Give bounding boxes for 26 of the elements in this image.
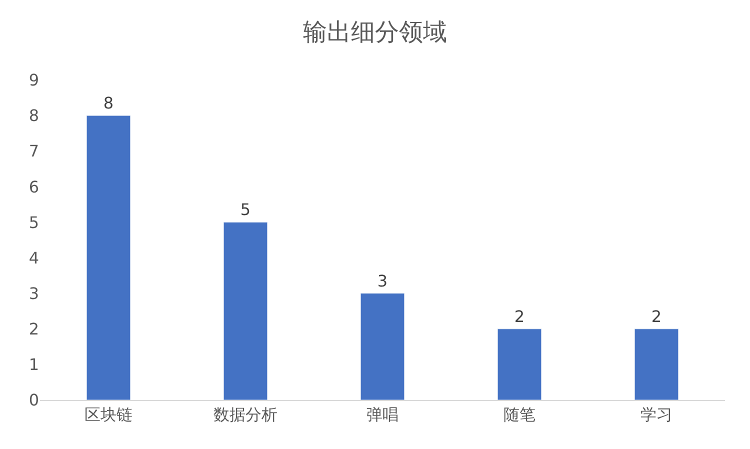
y-tick-label: 2 — [28, 319, 39, 338]
bar — [86, 115, 131, 400]
bar — [634, 328, 679, 400]
chart-title: 输出细分领域 — [303, 18, 447, 46]
y-tick-label: 4 — [28, 248, 39, 268]
x-tick-label: 弹唱 — [366, 405, 398, 424]
x-tick-label: 随笔 — [504, 405, 536, 424]
y-tick-label: 0 — [28, 390, 39, 410]
y-tick-label: 1 — [28, 355, 39, 374]
bar — [223, 222, 268, 400]
y-tick-label: 8 — [28, 106, 39, 126]
x-tick-label: 区块链 — [84, 405, 132, 424]
data-label: 3 — [377, 271, 388, 290]
y-tick-label: 6 — [28, 177, 39, 196]
bar — [497, 328, 542, 400]
y-tick-label: 7 — [28, 142, 39, 161]
x-tick-label: 数据分析 — [214, 405, 278, 424]
data-label: 2 — [651, 306, 662, 326]
y-tick-label: 5 — [28, 212, 39, 232]
y-tick-label: 9 — [28, 70, 39, 90]
data-label: 2 — [514, 306, 525, 326]
y-tick-label: 3 — [28, 284, 39, 303]
data-label: 5 — [240, 200, 251, 220]
data-label: 8 — [103, 94, 114, 113]
bar — [360, 293, 405, 400]
x-tick-label: 学习 — [640, 405, 672, 424]
